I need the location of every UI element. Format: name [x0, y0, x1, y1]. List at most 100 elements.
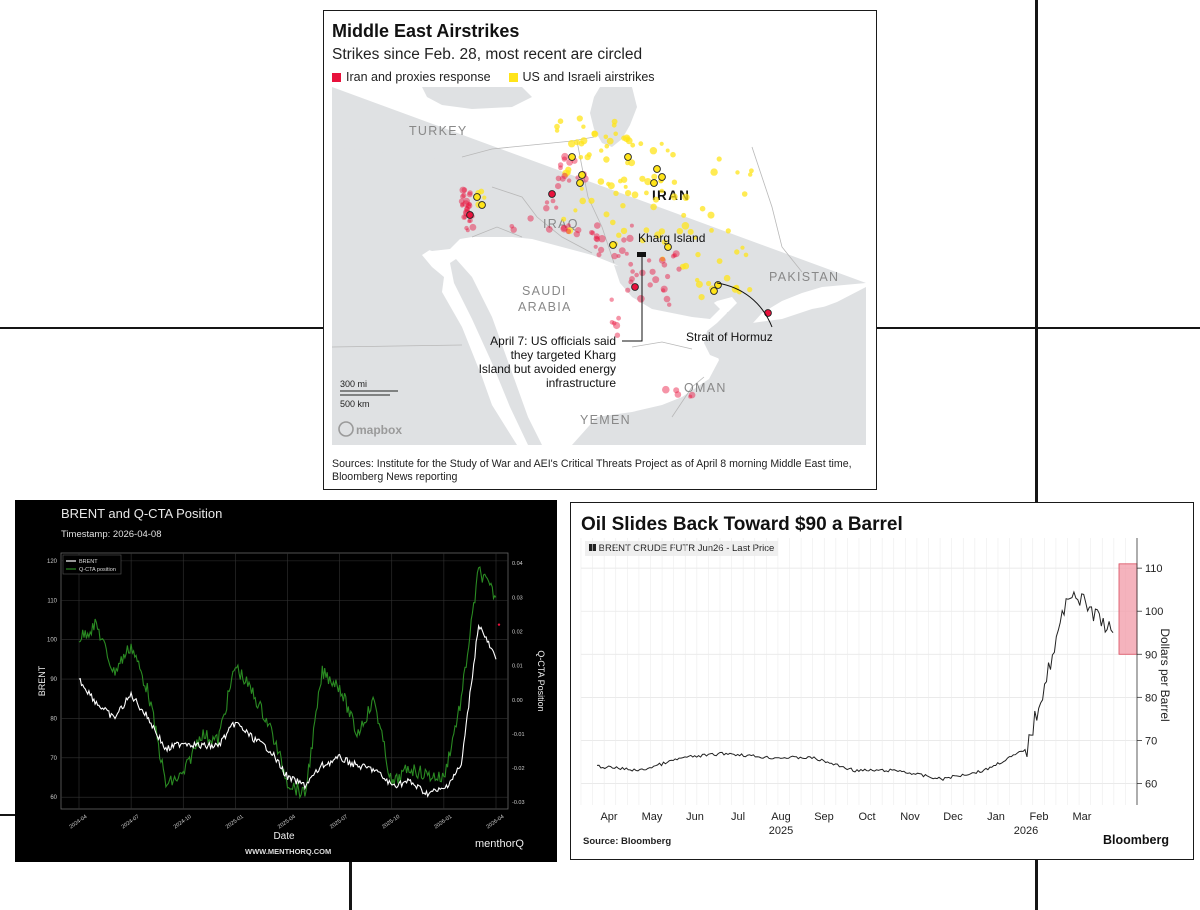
iran-proxy-strike-dot — [559, 175, 566, 182]
iran-proxy-strike-dot — [561, 225, 568, 232]
us-israeli-strike-dot — [604, 143, 610, 149]
iran-proxy-strike-dot — [462, 200, 470, 208]
us-israeli-strike-dot — [665, 148, 670, 153]
iran-proxy-strike-dot — [652, 276, 660, 284]
iran-proxy-strike-dot — [688, 394, 693, 399]
kharg-island-marker — [637, 252, 646, 257]
iran-proxy-strike-dot — [663, 295, 671, 303]
iran-proxy-strike-dot — [593, 235, 600, 242]
april7-line-2: they targeted Kharg — [511, 348, 616, 362]
iran-proxy-strike-dot — [561, 156, 568, 162]
us-israeli-strike-dot — [706, 280, 712, 287]
us-israeli-strike-dot — [566, 170, 571, 175]
april7-leader-line — [622, 257, 643, 342]
iran-proxy-strike-dot — [466, 191, 473, 198]
us-israeli-strike-dot — [610, 219, 616, 226]
us-israeli-strike-dot — [709, 228, 714, 233]
iran-proxy-strike-dot — [637, 295, 645, 303]
iran-proxy-strike-dot — [629, 223, 634, 228]
april7-line-4: infrastructure — [546, 376, 616, 390]
iran-proxy-strike-dot — [527, 215, 534, 222]
recent-strike-circled — [609, 241, 617, 249]
iran-proxy-strike-dot — [647, 282, 653, 288]
brent-ytick-label: 60 — [50, 795, 57, 801]
us-israeli-strike-dot — [710, 168, 718, 176]
us-israeli-strike-dot — [628, 159, 636, 167]
map-legend: Iran and proxies response US and Israeli… — [332, 70, 655, 84]
us-israeli-strike-dot — [613, 190, 619, 196]
bloomberg-logo: Bloomberg — [1103, 833, 1169, 847]
us-israeli-strike-dot — [725, 228, 731, 234]
oil-ytick-label: 90 — [1145, 649, 1157, 661]
brent-y2tick-label: -0.01 — [512, 732, 525, 738]
us-israeli-strike-dot — [681, 212, 687, 218]
map-persian-gulf — [614, 265, 720, 319]
iran-proxy-strike-dot — [510, 226, 517, 233]
recent-strike-circled — [710, 287, 718, 295]
brent-ylabel: BRENT — [37, 665, 47, 696]
iran-proxy-strike-dot — [461, 214, 467, 220]
oil-ytick-label: 60 — [1145, 778, 1157, 790]
iran-proxy-strike-dot — [461, 192, 467, 198]
brent-ytick-label: 110 — [47, 598, 57, 604]
map-subtitle: Strikes since Feb. 28, most recent are c… — [332, 46, 643, 63]
oil-xtick-label: Nov — [900, 811, 920, 823]
scale-km: 500 km — [340, 399, 370, 409]
us-israeli-strike-dot — [625, 160, 631, 166]
us-israeli-strike-dot — [613, 131, 618, 137]
label-yemen: YEMEN — [580, 413, 631, 427]
brent-xtick-label: 2024-04 — [68, 814, 88, 830]
map-arabian-sea — [652, 299, 866, 445]
background-line-right — [877, 327, 1200, 329]
map-land — [332, 87, 866, 445]
us-israeli-strike-dot — [659, 188, 665, 194]
oil-ytick-label: 110 — [1145, 563, 1163, 575]
iran-proxy-strike-dot — [596, 252, 602, 258]
brent-price-line — [78, 623, 497, 798]
us-israeli-strike-dot — [687, 228, 694, 235]
us-israeli-strike-dot — [723, 274, 731, 282]
us-israeli-strike-dot — [654, 231, 662, 239]
us-israeli-strike-dot — [676, 228, 683, 235]
brent-chart-svg: 60 70 80 90 100 110 120 -0.03 -0.02 -0.01 0.00 0.01… — [37, 552, 546, 842]
us-israeli-strike-dot — [643, 227, 650, 234]
april7-line-3: Island but avoided energy — [479, 362, 616, 376]
brent-ytick-label: 120 — [47, 559, 58, 565]
iran-proxy-strike-dot — [465, 202, 473, 209]
oil-price-line — [596, 590, 1114, 782]
brent-y2label: Q-CTA Position — [536, 650, 546, 711]
us-israeli-strike-dot — [650, 203, 657, 211]
iran-proxy-strike-dot — [573, 230, 580, 238]
iran-proxy-strike-dot — [667, 302, 672, 307]
iran-proxy-strike-dot — [598, 235, 606, 243]
iran-proxy-strike-dot — [561, 172, 568, 179]
us-israeli-strike-dot — [618, 178, 623, 184]
us-israeli-strike-dot — [660, 256, 666, 262]
us-israeli-strike-dot — [716, 156, 722, 162]
us-israeli-strike-dot — [591, 130, 598, 137]
us-israeli-strike-dot — [699, 205, 706, 212]
recent-strike-circled — [653, 165, 661, 173]
us-israeli-strike-dot — [631, 191, 639, 199]
brent-plot-frame — [60, 552, 509, 810]
us-israeli-strike-dot — [649, 147, 658, 155]
us-israeli-strike-dot — [603, 211, 610, 218]
us-israeli-strike-dot — [607, 182, 615, 190]
iran-proxy-strike-dot — [461, 187, 468, 193]
iran-proxy-strike-dot — [464, 225, 469, 231]
label-pakistan: PAKISTAN — [769, 270, 839, 284]
oil-ytick-label: 70 — [1145, 735, 1157, 747]
iran-proxy-strike-dot — [554, 205, 559, 210]
brent-xtick-label: 2024-07 — [121, 814, 141, 830]
iran-proxy-strike-dot — [674, 391, 682, 398]
recent-strike-circled — [624, 153, 632, 161]
brent-ytick-label: 80 — [50, 716, 57, 722]
iran-proxy-strike-dot — [467, 190, 473, 196]
background-line-bottom-right — [1035, 860, 1038, 910]
map-source-note: Sources: Institute for the Study of War … — [332, 458, 852, 483]
iran-proxy-strike-dot — [611, 252, 618, 260]
iran-proxy-strike-dot — [628, 279, 634, 285]
brent-ytick-label: 90 — [50, 677, 57, 683]
us-israeli-strike-dot — [578, 155, 584, 160]
us-israeli-strike-dot — [616, 232, 622, 238]
